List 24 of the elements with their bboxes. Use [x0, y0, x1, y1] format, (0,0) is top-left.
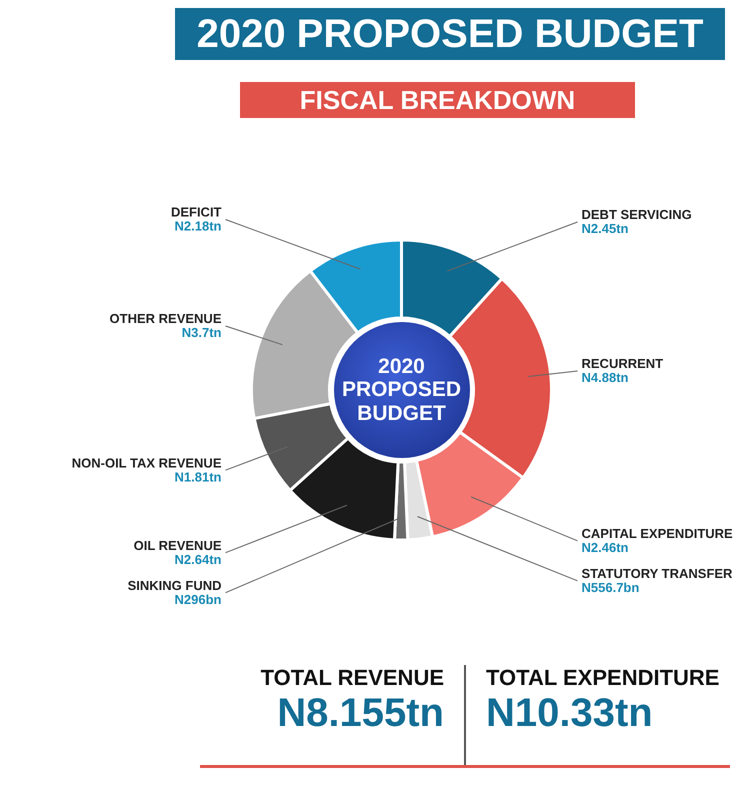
- slice-label: SINKING FUND: [128, 578, 222, 593]
- data-label: N2.18tn: [174, 218, 222, 234]
- data-label: N3.7tn: [182, 325, 222, 340]
- slice-label: DEFICIT: [170, 204, 222, 220]
- data-label: N296bn: [174, 592, 222, 607]
- slice-label: RECURRENT: [582, 356, 664, 372]
- data-label: N1.81tn: [174, 469, 222, 484]
- slice-label: STATUTORY TRANSFER: [582, 566, 734, 581]
- slice-label: OTHER REVENUE: [110, 311, 222, 326]
- chart-title: 2020 PROPOSED BUDGET: [175, 8, 725, 60]
- slice-label: CAPITAL EXPENDITURE: [582, 526, 734, 541]
- slice-label: OIL REVENUE: [134, 538, 222, 553]
- data-label: N2.64tn: [174, 552, 222, 567]
- chart-subtitle: FISCAL BREAKDOWN: [240, 82, 635, 118]
- data-label: N556.7bn: [582, 580, 640, 595]
- slice-label: DEBT SERVICING: [582, 207, 692, 222]
- data-label: N4.88tn: [582, 370, 629, 386]
- data-label: N2.45tn: [582, 221, 629, 236]
- text: N10.33tn: [486, 691, 654, 736]
- text: TOTAL EXPENDITURE: [486, 665, 720, 691]
- text: TOTAL REVENUE: [260, 665, 444, 691]
- data-label: N2.46tn: [582, 540, 629, 555]
- text: N8.155tn: [276, 691, 444, 736]
- slice-label: NON-OIL TAX REVENUE: [72, 455, 222, 470]
